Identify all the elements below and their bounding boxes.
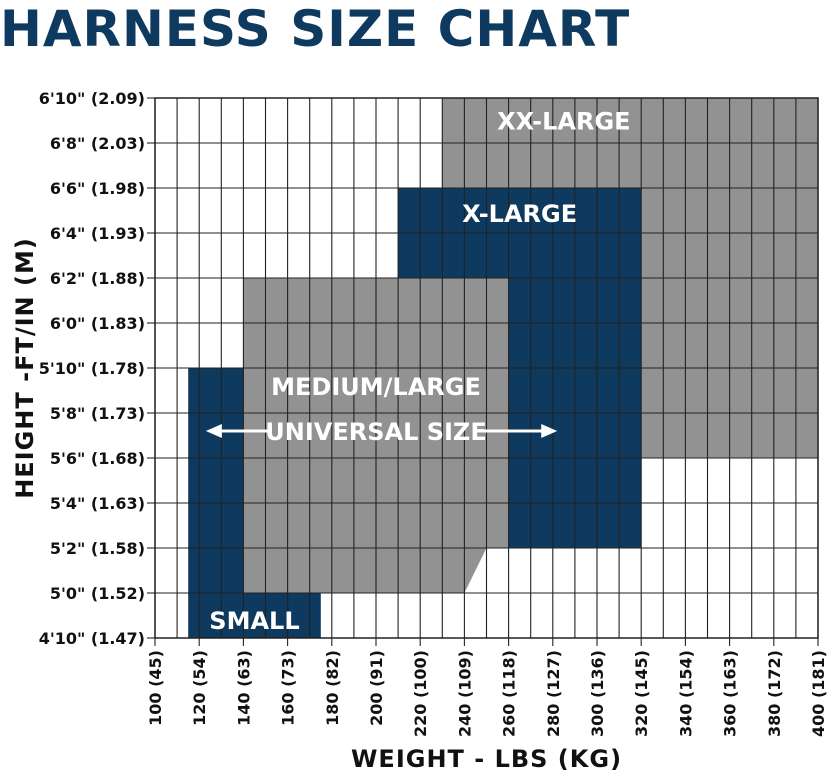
y-tick-label: 6'10" (2.09) [39,89,145,108]
y-tick-label: 6'2" (1.88) [50,269,145,288]
x-tick-label: 240 (109) [455,650,474,737]
x-tick-label: 160 (73) [279,650,298,726]
region-label-medium-large: MEDIUM/LARGE [271,373,481,401]
y-tick-label: 5'2" (1.58) [50,539,145,558]
x-tick-label: 280 (127) [544,650,563,737]
x-tick-label: 120 (54) [190,650,209,726]
x-tick-label: 140 (63) [234,650,253,726]
region-labels: XX-LARGE SMALL MEDIUM/LARGE X-LARGE UNIVERSA… [205,108,631,635]
y-tick-label: 6'0" (1.83) [50,314,145,333]
arrow-right-icon [541,424,558,438]
y-tick-label: 5'10" (1.78) [39,359,145,378]
y-tick-label: 4'10" (1.47) [39,629,145,648]
chart-title: HARNESS SIZE CHART [0,0,631,58]
y-axis-title: HEIGHT -FT/IN (M) [11,237,39,499]
x-tick-label: 400 (181) [809,650,828,737]
x-tick-label: 220 (100) [411,650,430,737]
y-tick-label: 5'8" (1.73) [50,404,145,423]
annotation-universal-size: UNIVERSAL SIZE [265,418,486,446]
arrow-left-icon [205,424,222,438]
chart-grid [154,97,819,639]
x-tick-label: 360 (163) [721,650,740,737]
x-tick-label: 340 (154) [676,650,695,737]
y-tick-label: 6'4" (1.93) [50,224,145,243]
x-tick-label: 380 (172) [765,650,784,737]
x-tick-label: 300 (136) [588,650,607,737]
x-tick-label: 320 (145) [632,650,651,737]
region-label-small: SMALL [209,607,299,635]
y-axis-ticks: 6'10" (2.09) 6'8" (2.03) 6'6" (1.98) 6'4" (… [39,89,155,648]
x-axis-ticks: 100 (45) 120 (54) 140 (63) 160 (73) 180 (82)… [146,638,828,737]
y-tick-label: 6'6" (1.98) [50,179,145,198]
y-tick-label: 5'0" (1.52) [50,584,145,603]
y-tick-label: 5'6" (1.68) [50,449,145,468]
region-label-x-large: X-LARGE [462,200,577,228]
y-tick-label: 6'8" (2.03) [50,134,145,153]
region-label-xx-large: XX-LARGE [497,108,630,136]
x-tick-label: 100 (45) [146,650,165,726]
x-tick-label: 260 (118) [500,650,519,737]
x-tick-label: 180 (82) [323,650,342,726]
y-tick-label: 5'4" (1.63) [50,494,145,513]
x-tick-label: 200 (91) [367,650,386,726]
x-axis-title: WEIGHT - LBS (KG) [350,745,623,773]
